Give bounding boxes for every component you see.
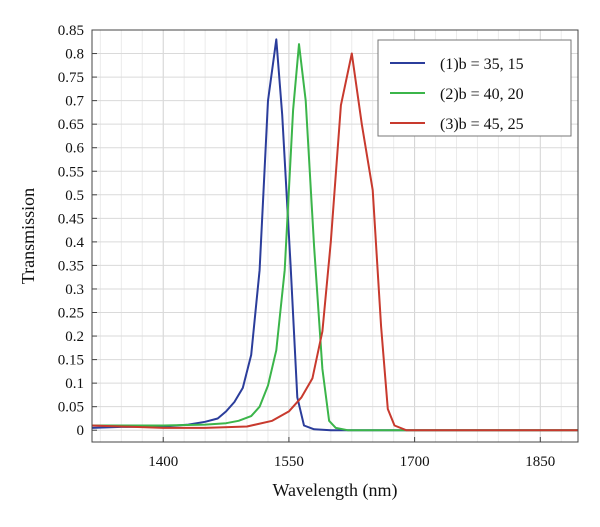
y-tick-label: 0.5	[65, 188, 84, 204]
legend-label-2: (2)b = 40, 20	[440, 86, 524, 103]
y-tick-label: 0.45	[58, 211, 84, 227]
y-tick-label: 0.85	[58, 23, 84, 39]
y-tick-label: 0.35	[58, 258, 84, 274]
y-tick-label: 0.3	[65, 282, 84, 298]
legend: (1)b = 35, 15 (2)b = 40, 20 (3)b = 45, 25	[377, 39, 572, 137]
y-axis-ticks: 0 0.05 0.1 0.15 0.2 0.25 0.3 0.35 0.4 0.45 0.5 0.55…	[58, 23, 97, 439]
y-tick-label: 0.4	[65, 235, 84, 251]
x-tick-label: 1550	[274, 454, 304, 470]
series-lines	[91, 38, 578, 432]
y-tick-label: 0.6	[65, 141, 84, 157]
legend-box	[377, 39, 572, 137]
y-tick-label: 0.7	[65, 94, 84, 110]
y-tick-label: 0.2	[65, 329, 84, 345]
y-tick-label: 0.55	[58, 164, 84, 180]
y-tick-label: 0.1	[65, 376, 84, 392]
x-axis-label: Wavelength (nm)	[272, 480, 397, 501]
x-tick-label: 1700	[400, 454, 430, 470]
x-tick-label: 1400	[148, 454, 178, 470]
legend-label-1: (1)b = 35, 15	[440, 56, 524, 73]
plot-frame	[91, 29, 579, 443]
y-tick-label: 0.15	[58, 353, 84, 369]
y-tick-label: 0	[77, 423, 85, 439]
y-tick-label: 0.65	[58, 117, 84, 133]
y-tick-label: 0.75	[58, 70, 84, 86]
x-axis-ticks: 1400 1550 1700 1850	[148, 437, 555, 470]
series-line-2	[92, 43, 578, 432]
y-tick-label: 0.8	[65, 47, 84, 63]
legend-label-3: (3)b = 45, 25	[440, 116, 524, 133]
y-tick-label: 0.05	[58, 400, 84, 416]
series-line-1	[91, 38, 578, 432]
y-tick-label: 0.25	[58, 306, 84, 322]
x-tick-label: 1850	[525, 454, 555, 470]
series-line-3	[91, 52, 578, 432]
y-axis-label: Transmission	[18, 188, 38, 284]
